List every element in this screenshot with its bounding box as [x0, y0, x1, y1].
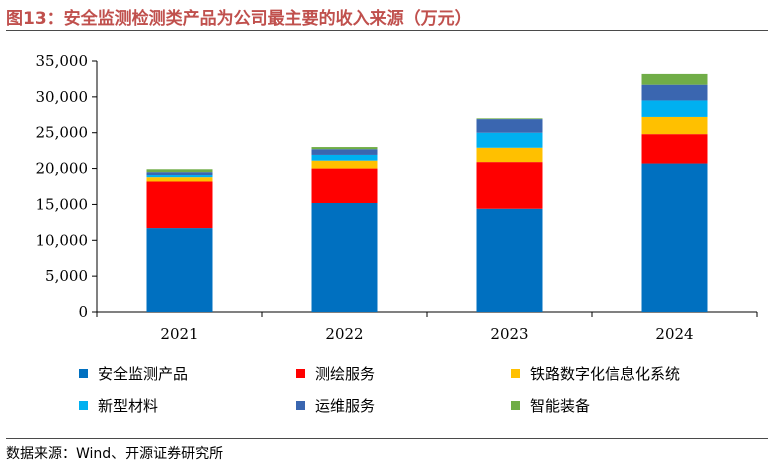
bar-segment-2022-series-5 [311, 149, 378, 155]
x-tick-label: 2023 [490, 325, 528, 343]
legend-label-new-materials: 新型材料 [98, 397, 159, 415]
x-tick-label: 2021 [160, 325, 198, 343]
x-tick-label: 2022 [325, 325, 363, 343]
bar-segment-2022-series-6 [311, 147, 378, 150]
bar-segment-2021-series-1 [146, 228, 213, 312]
legend-swatch-new-materials [79, 401, 88, 410]
legend-item-railway-digital: 铁路数字化信息化系统 [511, 363, 680, 384]
bar-segment-2024-series-3 [641, 116, 708, 135]
bar-segment-2023-series-5 [476, 119, 543, 133]
legend-label-safety-monitoring: 安全监测产品 [98, 365, 189, 383]
legend-item-new-materials: 新型材料 [79, 395, 158, 416]
bar-segment-2022-series-1 [311, 202, 378, 312]
x-tick-label: 2024 [655, 325, 693, 343]
y-tick-label: 30,000 [36, 88, 89, 106]
source-note: 数据来源：Wind、开源证券研究所 [6, 446, 224, 462]
bar-segment-2024-series-5 [641, 84, 708, 101]
y-tick-label: 5,000 [45, 267, 88, 285]
footer-divider [6, 438, 768, 439]
bar-segment-2024-series-6 [641, 73, 708, 85]
legend-item-om-service: 运维服务 [296, 395, 375, 416]
legend-item-surveying-service: 测绘服务 [296, 363, 375, 384]
y-tick-label: 10,000 [36, 231, 89, 249]
legend-swatch-smart-equipment [511, 401, 520, 410]
bar-segment-2022-series-3 [311, 160, 378, 169]
legend-swatch-om-service [296, 401, 305, 410]
title-divider [6, 30, 768, 31]
bar-segment-2023-series-6 [476, 118, 543, 120]
bar-segment-2021-series-4 [146, 175, 213, 178]
bar-segment-2023-series-3 [476, 147, 543, 163]
bar-segment-2021-series-3 [146, 177, 213, 182]
figure-title: 图13：安全监测检测类产品为公司最主要的收入来源（万元） [6, 9, 472, 29]
bar-segment-2021-series-6 [146, 169, 213, 173]
legend-swatch-railway-digital [511, 369, 520, 378]
y-tick-label: 0 [78, 303, 88, 321]
y-tick-label: 15,000 [36, 195, 89, 213]
bar-segment-2024-series-2 [641, 134, 708, 164]
legend-item-smart-equipment: 智能装备 [511, 395, 590, 416]
legend-label-om-service: 运维服务 [315, 397, 376, 415]
bar-segment-2023-series-1 [476, 208, 543, 312]
legend-item-safety-monitoring: 安全监测产品 [79, 363, 188, 384]
bar-segment-2023-series-4 [476, 132, 543, 148]
legend-label-smart-equipment: 智能装备 [530, 397, 591, 415]
y-tick-label: 20,000 [36, 160, 89, 178]
legend-label-surveying-service: 测绘服务 [315, 365, 376, 383]
bar-segment-2024-series-4 [641, 100, 708, 117]
bar-segment-2021-series-5 [146, 172, 213, 176]
bar-segment-2021-series-2 [146, 181, 213, 229]
y-tick-label: 25,000 [36, 124, 89, 142]
legend-label-railway-digital: 铁路数字化信息化系统 [530, 365, 681, 383]
legend-swatch-safety-monitoring [79, 369, 88, 378]
bar-segment-2024-series-1 [641, 163, 708, 312]
bar-segment-2022-series-2 [311, 168, 378, 203]
y-tick-label: 35,000 [36, 52, 89, 70]
legend-swatch-surveying-service [296, 369, 305, 378]
bar-segment-2022-series-4 [311, 154, 378, 161]
bar-segment-2023-series-2 [476, 162, 543, 209]
